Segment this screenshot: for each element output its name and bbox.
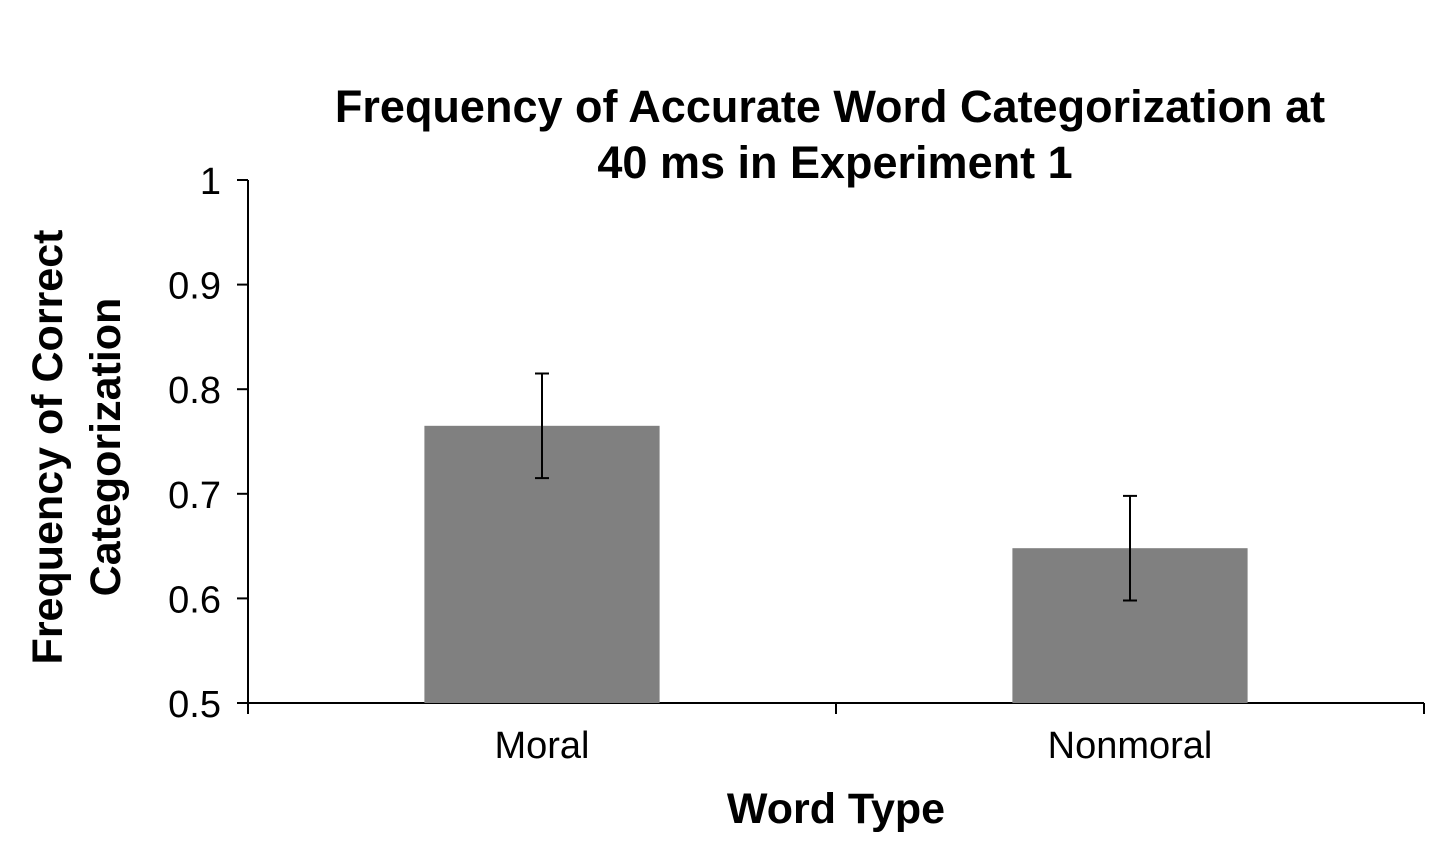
y-tick-label: 0.5 [168,684,221,726]
y-tick-label: 0.8 [168,370,221,412]
chart-title-line-1: Frequency of Accurate Word Categorizatio… [335,81,1325,132]
y-tick-label: 0.9 [168,266,221,308]
x-tick-label-nonmoral: Nonmoral [1048,725,1213,767]
x-tick-label-moral: Moral [494,725,589,767]
y-axis-label-line-2: Categorization [82,298,130,597]
plot-area: 0.5 0.6 0.7 0.8 0.9 1 Moral Nonmoral [168,161,1425,767]
y-tick-label: 1 [200,161,221,203]
y-tick-label: 0.6 [168,579,221,621]
y-tick-label: 0.7 [168,475,221,517]
chart-title-line-2: 40 ms in Experiment 1 [597,137,1072,188]
x-axis-label: Word Type [727,785,945,833]
y-axis-label-line-1: Frequency of Correct [24,230,72,665]
